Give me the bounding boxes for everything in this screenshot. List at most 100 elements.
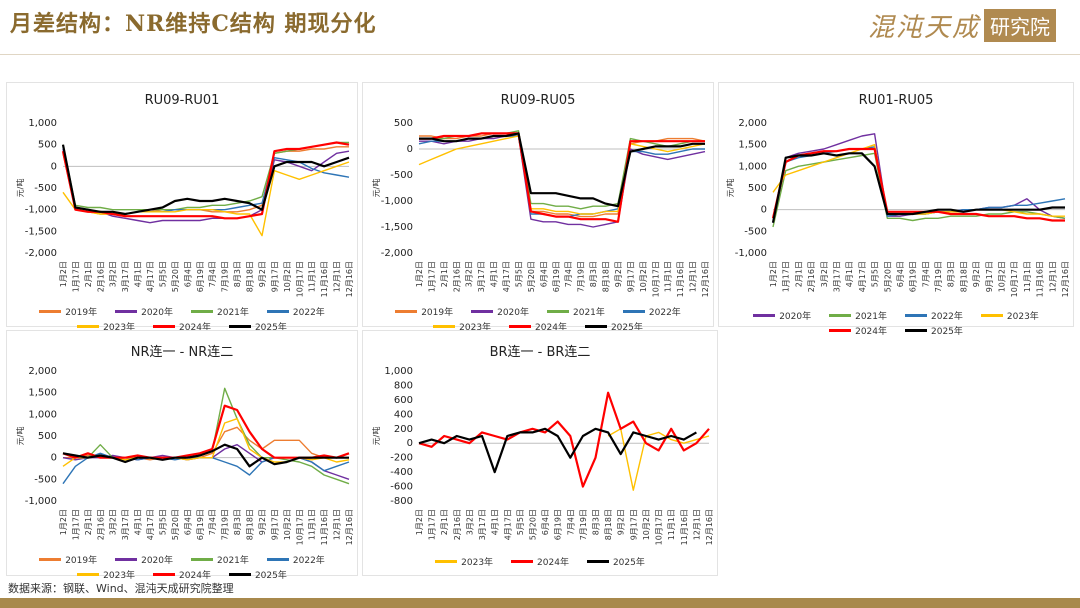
series-line-2023年 — [418, 135, 706, 215]
chart-plot-area: 1,000 500 0 -500 -1,000 -1,500 -2,000 元/吨 1月2日 1月… — [15, 118, 354, 297]
series-line-2025年 — [771, 152, 1065, 223]
x-tick-label: 6月4日 — [183, 261, 192, 287]
legend-item: 2020年 — [115, 305, 173, 318]
legend-label: 2023年 — [459, 323, 492, 333]
x-tick-label: 4月17日 — [503, 509, 512, 540]
x-tick-label: 5月5日 — [871, 261, 880, 287]
legend-label: 2022年 — [292, 308, 325, 318]
legend-item: 2021年 — [191, 305, 249, 318]
legend-item: 2021年 — [547, 305, 605, 318]
chart-ru01-ru05: RU01-RU05 2,000 1,500 1,000 500 0 -500 -1,000 元… — [718, 82, 1074, 337]
chart-plot-area: 500 0 -500 -1,000 -1,500 -2,000 元/吨 1月2日 1月17日 2月… — [371, 118, 710, 297]
x-tick-label: 10月17日 — [295, 509, 304, 545]
x-tick-label: 4月17日 — [146, 261, 155, 292]
x-tick-label: 7月4日 — [566, 509, 575, 535]
x-tick-label: 11月16日 — [676, 261, 685, 297]
x-tick-label: 9月2日 — [614, 261, 623, 287]
x-tick-label: 3月2日 — [820, 261, 829, 287]
legend-label: 2023年 — [461, 558, 494, 568]
legend-swatch — [228, 325, 251, 328]
x-tick-label: 2月1日 — [440, 509, 449, 535]
x-tick-label: 12月1日 — [1048, 261, 1057, 292]
x-tick-label: 4月1日 — [491, 509, 500, 535]
series-line-2019年 — [62, 146, 349, 215]
x-tick-label: 1月2日 — [59, 509, 68, 535]
x-tick-label: 1月17日 — [427, 261, 436, 292]
x-tick-label: 5月20日 — [883, 261, 892, 292]
y-tick-label: -500 — [390, 170, 413, 181]
y-tick-label: 0 — [761, 205, 767, 216]
x-tick-label: 11月16日 — [320, 261, 329, 297]
legend-label: 2025年 — [612, 558, 645, 568]
y-tick-label: -500 — [34, 474, 57, 485]
series-line-2024年 — [419, 132, 705, 223]
x-tick-label: 11月1日 — [667, 509, 676, 540]
y-tick-label: 1,000 — [384, 366, 413, 377]
legend-label: 2024年 — [855, 327, 887, 337]
x-tick-label: 2月1日 — [84, 261, 93, 287]
x-tick-label: 7月19日 — [577, 261, 586, 292]
x-tick-label: 11月16日 — [680, 509, 689, 545]
legend-swatch — [266, 558, 289, 561]
legend-item: 2022年 — [622, 305, 681, 318]
x-tick-label: 12月16日 — [1061, 261, 1070, 297]
x-tick-label: 5月20日 — [528, 509, 537, 540]
legend-item: 2020年 — [753, 309, 811, 322]
series-line-2024年 — [61, 141, 350, 220]
series-line-2021年 — [62, 141, 349, 211]
x-tick-label: 9月2日 — [258, 261, 267, 287]
legend-label: 2021年 — [855, 312, 887, 322]
x-tick-label: 5月5日 — [158, 509, 167, 535]
series-line-2020年 — [419, 135, 706, 228]
x-tick-label: 12月16日 — [705, 509, 714, 545]
legend-swatch — [433, 325, 456, 328]
legend-swatch — [829, 314, 852, 317]
x-tick-label: 5月5日 — [158, 261, 167, 287]
x-tick-label: 9月17日 — [626, 261, 635, 292]
logo-script-text: 混沌天成 — [867, 12, 980, 43]
data-source-note: 数据来源：钢联、Wind、混沌天成研究院整理 — [8, 582, 234, 595]
legend-swatch — [905, 329, 927, 332]
legend-label: 2021年 — [217, 308, 249, 318]
series-line-2023年 — [607, 428, 710, 491]
legend-label: 2021年 — [217, 556, 249, 566]
x-tick-label: 10月2日 — [639, 261, 648, 292]
legend-label: 2022年 — [931, 312, 963, 322]
legend-label: 2023年 — [103, 571, 136, 581]
x-tick-label: 6月4日 — [541, 509, 550, 535]
x-tick-label: 8月3日 — [233, 261, 242, 287]
x-tick-label: 7月19日 — [934, 261, 943, 292]
x-tick-label: 11月16日 — [320, 509, 329, 545]
x-tick-label: 7月4日 — [921, 261, 930, 287]
series-line-2021年 — [419, 130, 705, 210]
x-tick-label: 3月2日 — [465, 509, 474, 535]
legend-label: 2020年 — [497, 308, 529, 318]
x-tick-label: 10月17日 — [295, 261, 304, 297]
legend-swatch — [395, 310, 418, 313]
x-tick-label: 12月1日 — [333, 261, 342, 292]
x-tick-label: 1月17日 — [782, 261, 791, 292]
legend-swatch — [980, 314, 1003, 317]
x-tick-label: 1月2日 — [415, 261, 424, 287]
x-tick-label: 8月18日 — [604, 509, 613, 540]
x-tick-label: 6月19日 — [909, 261, 918, 292]
legend-label: 2020年 — [141, 308, 173, 318]
y-tick-label: 0 — [51, 161, 57, 172]
x-tick-label: 5月20日 — [527, 261, 536, 292]
legend-item: 2023年 — [77, 568, 135, 581]
chart-legend: 2019年 2020年 2021年 2022年 2023年 2024年 2025年 — [7, 305, 357, 333]
x-tick-label: 7月4日 — [564, 261, 573, 287]
legend-label: 2024年 — [535, 323, 567, 333]
x-tick-label: 2月16日 — [452, 261, 461, 292]
y-tick-label: -1,000 — [25, 496, 57, 507]
y-tick-label: 1,500 — [28, 388, 57, 399]
y-tick-label: 600 — [394, 395, 413, 406]
x-tick-label: 11月1日 — [308, 509, 317, 540]
x-tick-label: 4月1日 — [490, 261, 499, 287]
legend-label: 2024年 — [179, 323, 211, 333]
legend-item: 2023年 — [980, 309, 1039, 322]
x-tick-label: 4月1日 — [134, 261, 143, 287]
legend-label: 2023年 — [1006, 312, 1039, 322]
x-tick-label: 2月1日 — [794, 261, 803, 287]
x-tick-label: 8月3日 — [589, 261, 598, 287]
